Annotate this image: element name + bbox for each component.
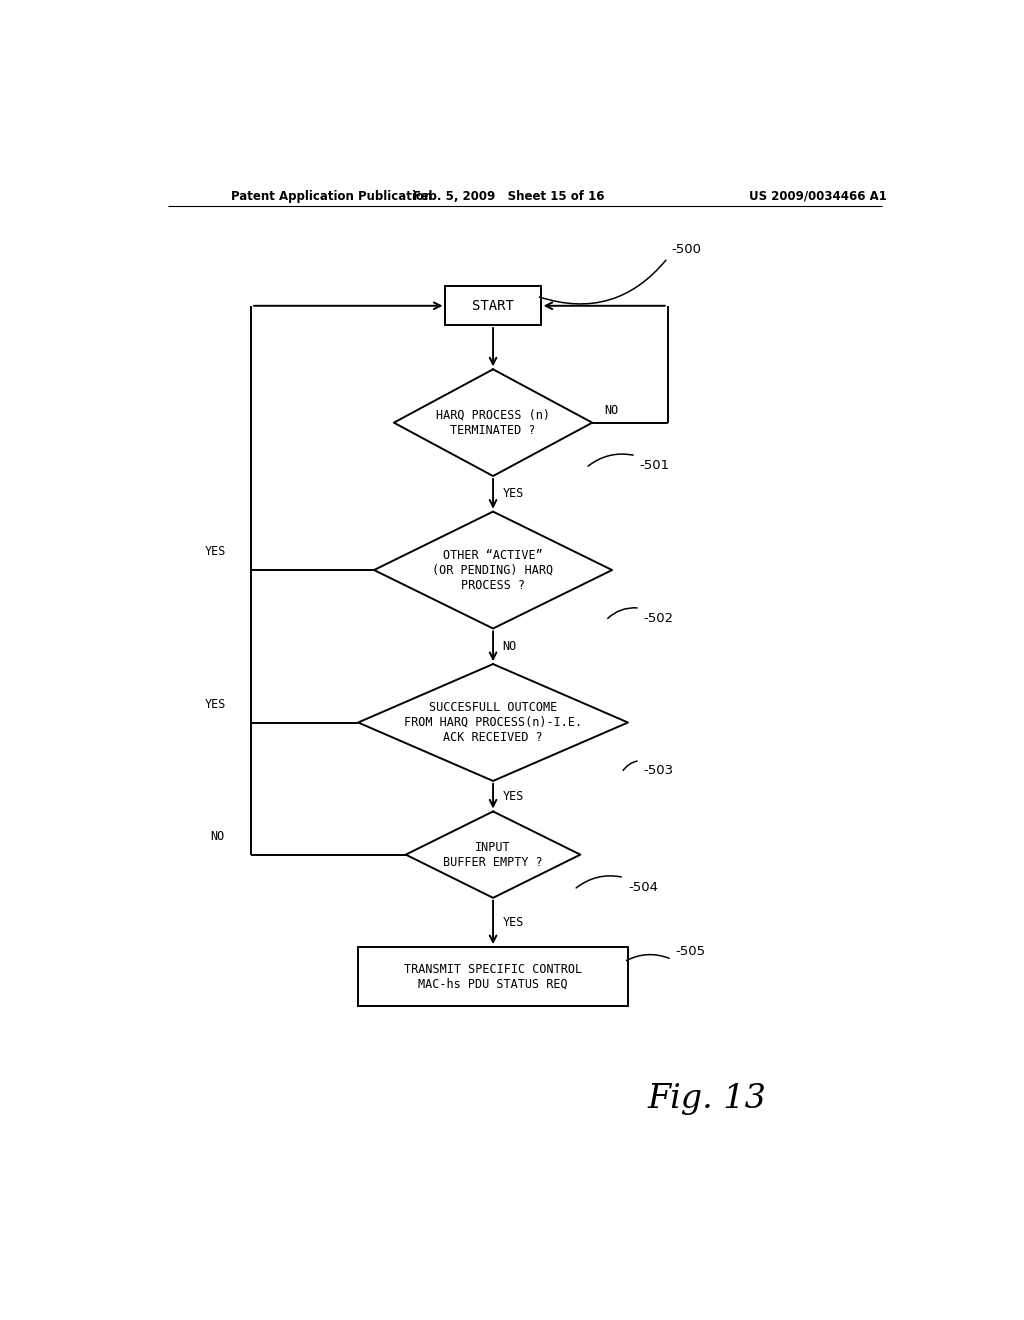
Text: NO: NO: [503, 640, 517, 653]
FancyBboxPatch shape: [445, 286, 541, 325]
Text: YES: YES: [503, 487, 524, 500]
Text: -505: -505: [676, 945, 706, 958]
Text: NO: NO: [604, 404, 618, 417]
Text: START: START: [472, 298, 514, 313]
Text: -502: -502: [644, 612, 674, 624]
Text: NO: NO: [211, 830, 225, 843]
Text: -504: -504: [628, 882, 658, 894]
Text: YES: YES: [503, 789, 524, 803]
Text: YES: YES: [205, 545, 226, 558]
Text: YES: YES: [503, 916, 524, 929]
Text: TRANSMIT SPECIFIC CONTROL
MAC-hs PDU STATUS REQ: TRANSMIT SPECIFIC CONTROL MAC-hs PDU STA…: [404, 962, 582, 990]
Text: -500: -500: [672, 243, 701, 256]
Text: YES: YES: [205, 698, 226, 710]
Text: HARQ PROCESS (n)
TERMINATED ?: HARQ PROCESS (n) TERMINATED ?: [436, 409, 550, 437]
Text: Feb. 5, 2009   Sheet 15 of 16: Feb. 5, 2009 Sheet 15 of 16: [413, 190, 605, 202]
Text: SUCCESFULL OUTCOME
FROM HARQ PROCESS(n)-I.E.
ACK RECEIVED ?: SUCCESFULL OUTCOME FROM HARQ PROCESS(n)-…: [404, 701, 582, 744]
Text: Fig. 13: Fig. 13: [648, 1082, 767, 1114]
Text: INPUT
BUFFER EMPTY ?: INPUT BUFFER EMPTY ?: [443, 841, 543, 869]
Text: US 2009/0034466 A1: US 2009/0034466 A1: [750, 190, 888, 202]
FancyBboxPatch shape: [358, 948, 628, 1006]
Text: OTHER “ACTIVE”
(OR PENDING) HARQ
PROCESS ?: OTHER “ACTIVE” (OR PENDING) HARQ PROCESS…: [432, 549, 554, 591]
Text: -501: -501: [640, 459, 670, 473]
Text: Patent Application Publication: Patent Application Publication: [231, 190, 432, 202]
Text: -503: -503: [644, 764, 674, 777]
